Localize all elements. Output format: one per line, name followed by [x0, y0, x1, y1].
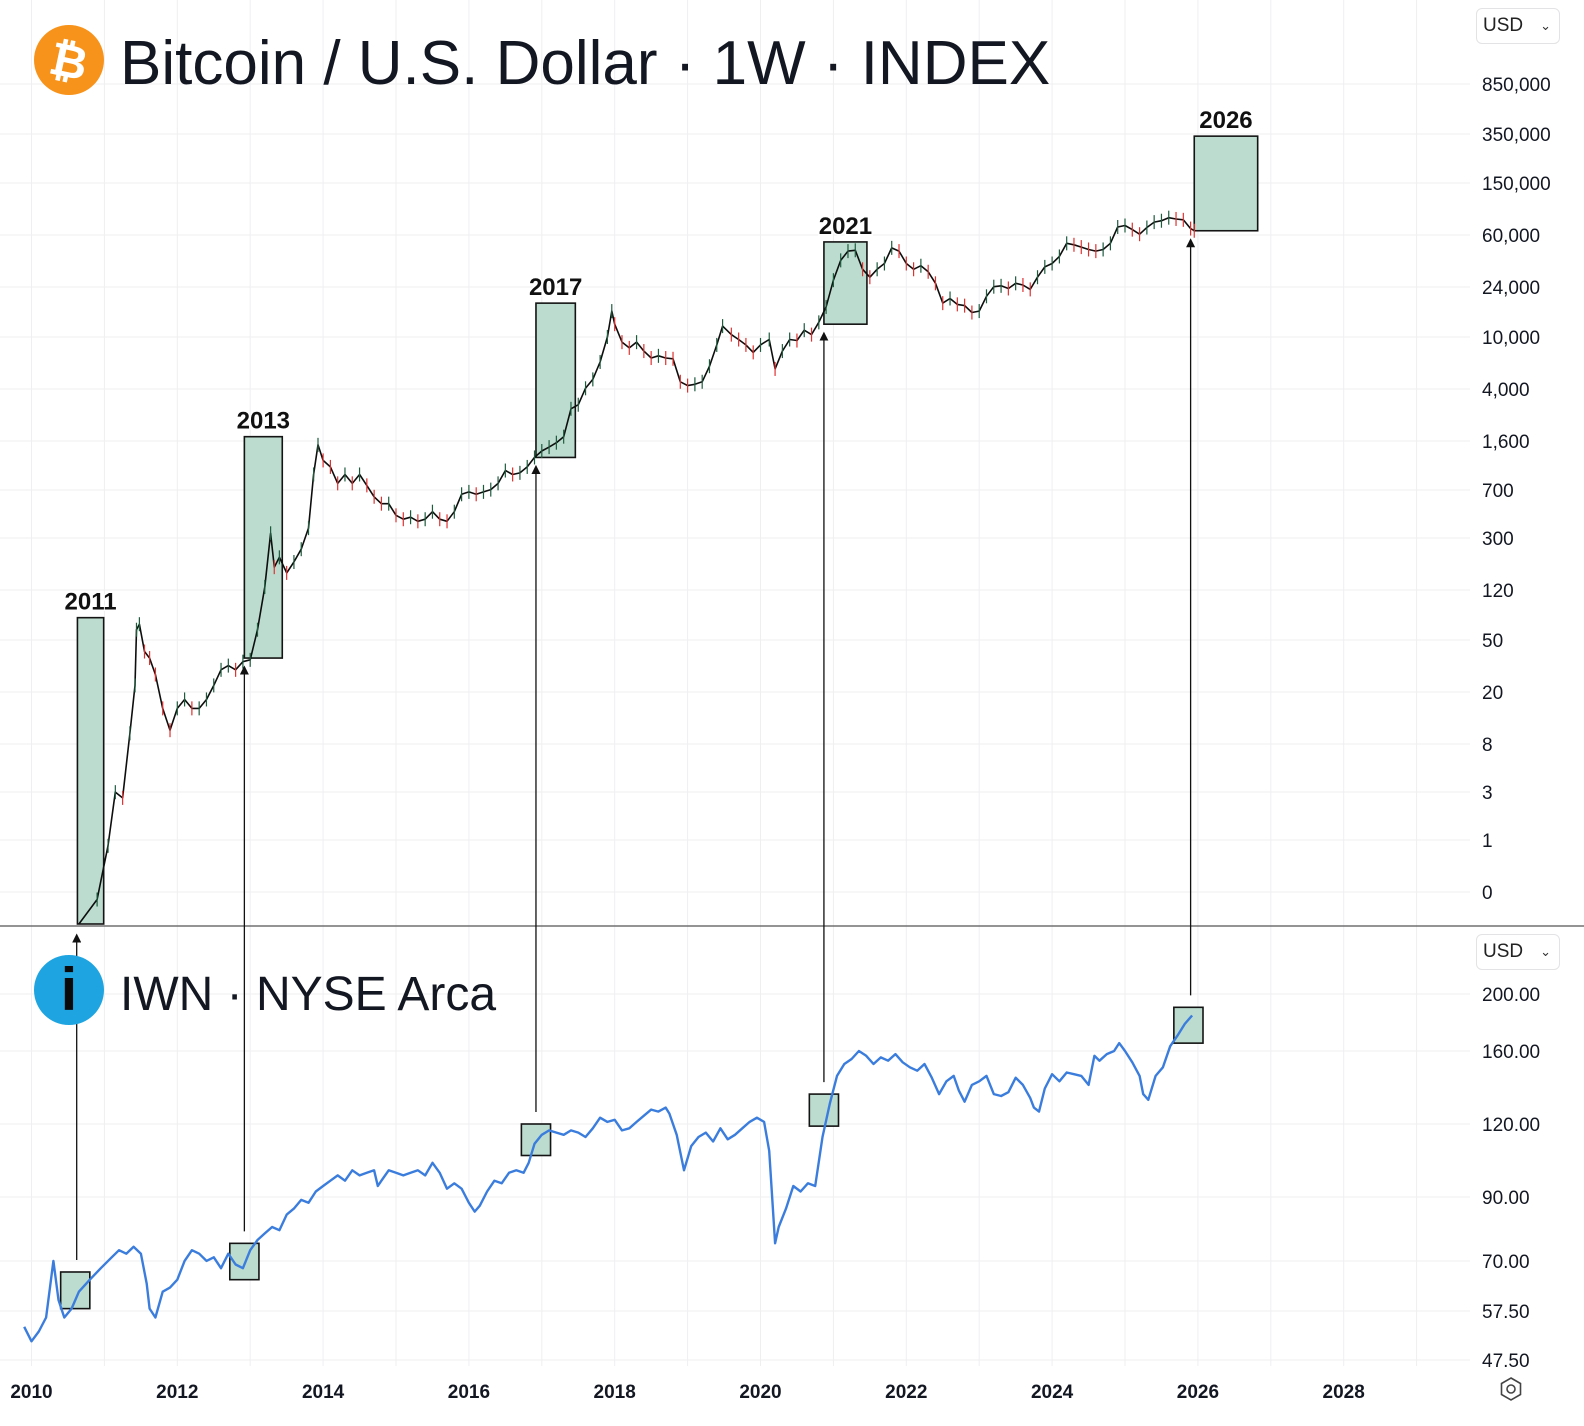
y-tick-label-top: 20: [1482, 683, 1503, 704]
iwn-highlight-box-4: [808, 1093, 840, 1127]
y-tick-label-bottom: 47.50: [1482, 1351, 1530, 1372]
currency-label: USD: [1483, 15, 1524, 36]
btc-legend: ₿ Bitcoin / U.S. Dollar · 1W · INDEX: [34, 25, 1050, 98]
x-tick-label: 2028: [1323, 1382, 1365, 1403]
box-label-2013: 2013: [237, 408, 290, 435]
box-labels: 2011 2013 2017 2021 2026: [63, 106, 1254, 618]
ishares-logo-icon: [34, 955, 104, 1025]
y-tick-label-top: 1: [1482, 831, 1493, 852]
price-axis-top: 850,000 350,000 150,000 60,000 24,000 10,000 4…: [1482, 75, 1551, 904]
y-tick-label-bottom: 120.00: [1482, 1115, 1540, 1136]
currency-label: USD: [1483, 941, 1524, 962]
ishares-logo-glyph: i: [61, 956, 78, 1023]
currency-selector-bottom[interactable]: USD ⌄: [1476, 934, 1560, 970]
y-tick-label-top: 10,000: [1482, 328, 1540, 349]
y-tick-label-top: 850,000: [1482, 75, 1551, 96]
iwn-price-line: [23, 1014, 1194, 1343]
y-tick-label-top: 350,000: [1482, 125, 1551, 146]
y-tick-label-bottom: 200.00: [1482, 985, 1540, 1006]
x-tick-label: 2018: [594, 1382, 636, 1403]
x-tick-label: 2026: [1177, 1382, 1219, 1403]
y-tick-label-top: 700: [1482, 481, 1514, 502]
box-label-2026: 2026: [1199, 107, 1252, 134]
y-tick-label-top: 300: [1482, 529, 1514, 550]
x-tick-label: 2010: [10, 1382, 52, 1403]
y-tick-label-bottom: 90.00: [1482, 1188, 1530, 1209]
box-label-2021: 2021: [819, 213, 872, 240]
y-tick-label-top: 1,600: [1482, 432, 1530, 453]
chevron-down-icon: ⌄: [1540, 944, 1551, 959]
y-tick-label-top: 3: [1482, 783, 1493, 804]
y-tick-label-top: 150,000: [1482, 174, 1551, 195]
x-tick-label: 2024: [1031, 1382, 1074, 1403]
cycle-arrows: [72, 238, 1196, 1260]
y-tick-label-bottom: 70.00: [1482, 1252, 1530, 1273]
chart-title-btc: Bitcoin / U.S. Dollar · 1W · INDEX: [120, 29, 1050, 98]
y-tick-label-top: 60,000: [1482, 226, 1540, 247]
y-tick-label-top: 120: [1482, 581, 1514, 602]
highlight-box-2026: [1193, 135, 1259, 232]
series-layer: [23, 210, 1195, 1343]
highlight-box-2017: [535, 302, 577, 459]
iwn-highlight-box-5: [1173, 1006, 1204, 1044]
y-tick-label-top: 50: [1482, 631, 1503, 652]
time-axis[interactable]: 2010 2012 2014 2016 2018 2020 2022 2024 2026 2028: [10, 1382, 1364, 1403]
highlight-boxes: [59, 135, 1259, 1310]
iwn-highlight-box-3: [520, 1123, 552, 1157]
y-tick-label-bottom: 57.50: [1482, 1302, 1530, 1323]
y-tick-label-top: 8: [1482, 735, 1493, 756]
bitcoin-logo-icon: [34, 25, 104, 95]
x-tick-label: 2022: [885, 1382, 927, 1403]
y-tick-label-top: 4,000: [1482, 380, 1530, 401]
box-label-2011: 2011: [65, 589, 117, 616]
iwn-legend: i IWN · NYSE Arca: [34, 955, 496, 1025]
y-tick-label-bottom: 160.00: [1482, 1042, 1540, 1063]
x-tick-label: 2014: [302, 1382, 345, 1403]
chart-title-iwn: IWN · NYSE Arca: [120, 968, 496, 1021]
highlight-box-2013: [243, 435, 284, 659]
highlight-box-2011: [76, 616, 105, 925]
y-tick-label-top: 24,000: [1482, 278, 1540, 299]
x-tick-label: 2016: [448, 1382, 490, 1403]
box-label-2017: 2017: [529, 274, 582, 301]
x-tick-label: 2020: [739, 1382, 781, 1403]
x-tick-label: 2012: [156, 1382, 198, 1403]
y-tick-label-top: 0: [1482, 883, 1493, 904]
gear-icon[interactable]: [1498, 1376, 1524, 1402]
btc-price-line: [78, 216, 1195, 925]
chevron-down-icon: ⌄: [1540, 18, 1551, 33]
price-axis-bottom: 200.00 160.00 120.00 90.00 70.00 57.50 47.50: [1482, 985, 1540, 1372]
currency-selector-top[interactable]: USD ⌄: [1476, 8, 1560, 44]
